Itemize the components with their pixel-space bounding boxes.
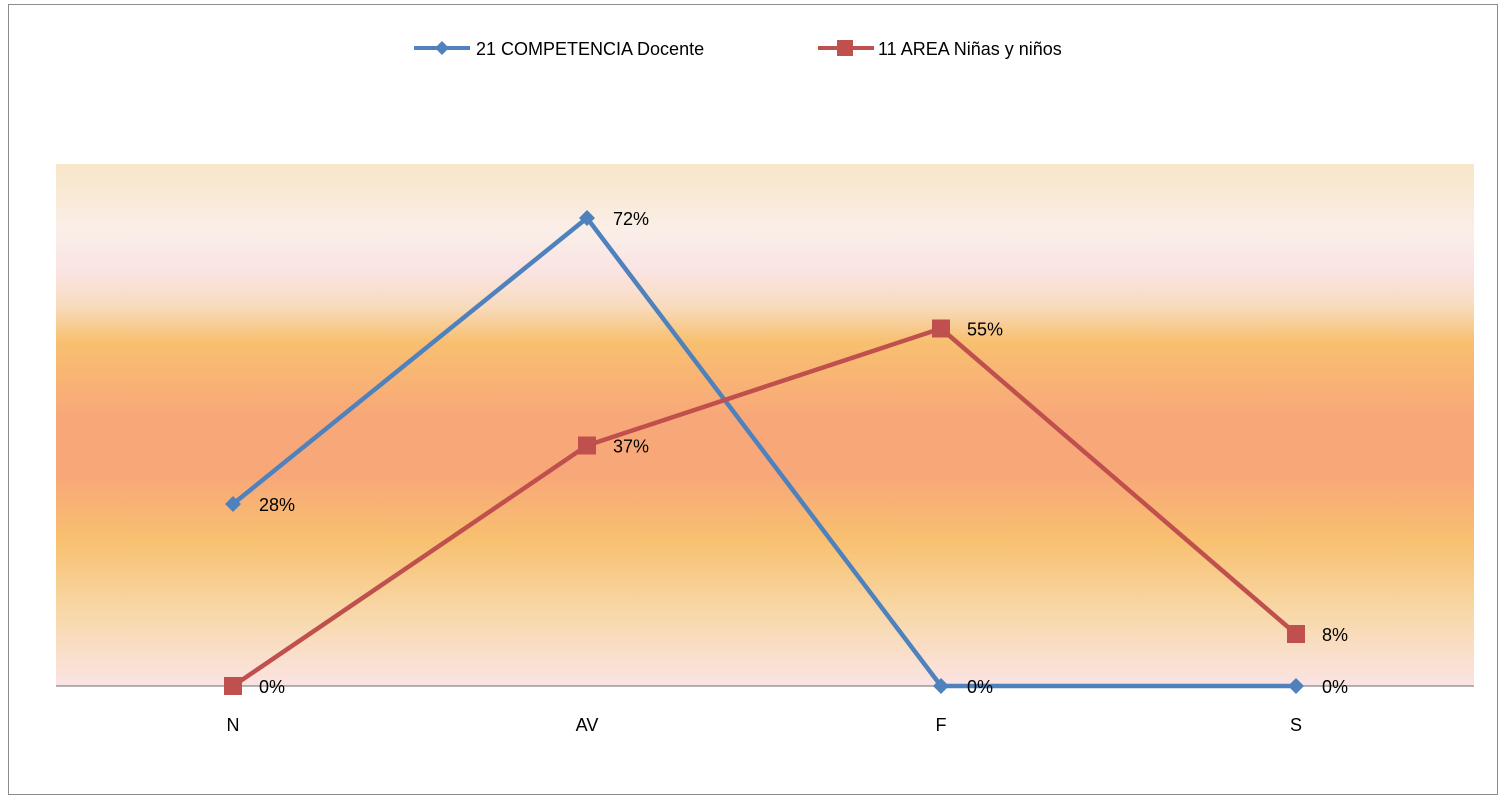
series-2-point-av bbox=[578, 436, 596, 455]
series-layer: 28% 72% 0% 0% 0% 37% 55% 8% bbox=[224, 209, 1348, 697]
series-2-data-label-av: 37% bbox=[613, 437, 649, 457]
x-tick-label-n: N bbox=[227, 715, 240, 735]
series-2-point-s bbox=[1287, 625, 1305, 643]
series-1-data-label-n: 28% bbox=[259, 495, 295, 515]
legend: 21 COMPETENCIA Docente 11 AREA Niñas y n… bbox=[414, 39, 1062, 59]
series-1-point-s bbox=[1288, 678, 1304, 694]
series-1: 28% 72% 0% 0% bbox=[225, 209, 1348, 697]
series-1-point-av bbox=[579, 210, 595, 226]
series-2-data-label-s: 8% bbox=[1322, 625, 1348, 645]
legend-label-series-1: 21 COMPETENCIA Docente bbox=[476, 39, 704, 59]
x-tick-label-s: S bbox=[1290, 715, 1302, 735]
series-1-data-label-av: 72% bbox=[613, 209, 649, 229]
series-2-point-f bbox=[932, 319, 950, 338]
legend-label-series-2: 11 AREA Niñas y niños bbox=[878, 39, 1062, 59]
x-tick-label-f: F bbox=[936, 715, 947, 735]
series-2-data-label-f: 55% bbox=[967, 320, 1003, 340]
legend-marker-series-1 bbox=[435, 41, 449, 55]
series-1-point-f bbox=[933, 678, 949, 694]
series-1-point-n bbox=[225, 496, 241, 512]
legend-entry-series-1: 21 COMPETENCIA Docente bbox=[414, 39, 704, 59]
series-1-line bbox=[231, 215, 1296, 689]
plot-area bbox=[56, 164, 1474, 686]
series-2-line bbox=[231, 326, 1298, 688]
series-2: 0% 37% 55% 8% bbox=[224, 319, 1348, 697]
series-1-data-label-s: 0% bbox=[1322, 677, 1348, 697]
x-axis-tick-labels: N AV F S bbox=[227, 715, 1303, 735]
x-tick-label-av: AV bbox=[576, 715, 599, 735]
series-2-point-n bbox=[224, 677, 242, 695]
legend-marker-series-2 bbox=[837, 40, 853, 56]
series-2-data-label-n: 0% bbox=[259, 677, 285, 697]
legend-entry-series-2: 11 AREA Niñas y niños bbox=[818, 39, 1062, 59]
series-1-data-label-f: 0% bbox=[967, 677, 993, 697]
